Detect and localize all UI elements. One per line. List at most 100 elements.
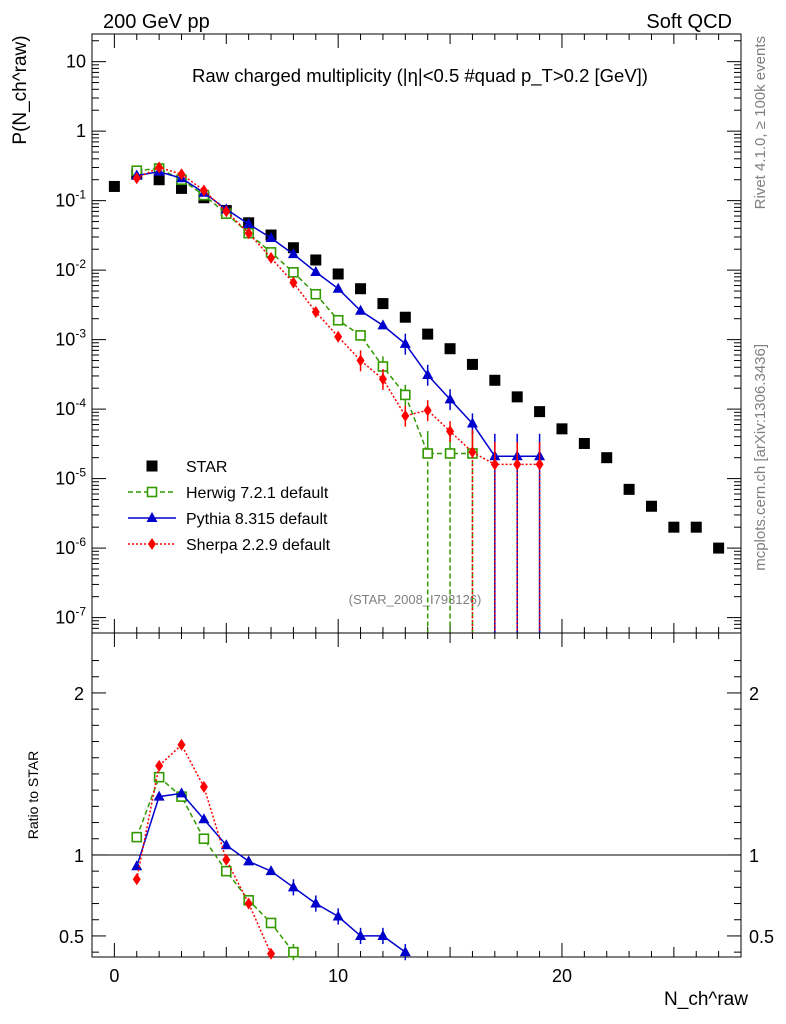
ratio-point (153, 771, 165, 783)
data-point (490, 458, 499, 471)
data-point (355, 330, 366, 341)
ratio-point (265, 865, 277, 876)
legend-marker (146, 486, 158, 498)
data-point (356, 354, 365, 367)
legend: STAR Herwig 7.2.1 default Pythia 8.315 def… (128, 459, 331, 554)
data-point (446, 425, 455, 438)
ratio-point (243, 855, 255, 866)
rivet-version-label: Rivet 4.1.0, ≥ 100k events (752, 36, 769, 209)
ratio-point (131, 831, 143, 843)
x-tick-label: 0 (109, 966, 119, 986)
data-point (690, 521, 702, 533)
ratio-point (267, 947, 276, 960)
y-tick-label: 10-2 (55, 257, 86, 280)
data-point (645, 500, 657, 512)
data-point (332, 314, 344, 326)
ratio-y-tick-label: 1 (74, 846, 84, 866)
data-point (332, 282, 344, 293)
data-point (289, 276, 298, 289)
ratio-point (377, 929, 389, 940)
data-point (422, 328, 434, 340)
ratio-point (399, 946, 411, 957)
data-point (422, 448, 433, 459)
ratio-line (136, 743, 272, 955)
legend-label: STAR (186, 459, 227, 476)
ratio-y-tick-label-right: 1 (749, 846, 759, 866)
data-point (466, 358, 478, 370)
data-point (444, 343, 456, 355)
data-point (177, 168, 186, 181)
data-point (267, 251, 276, 264)
series-pythia (131, 165, 546, 633)
data-point (444, 448, 456, 459)
y-tick-label: 10-3 (55, 327, 86, 350)
data-point (288, 267, 299, 278)
series-sherpa (132, 161, 544, 633)
ratio-point (153, 790, 165, 801)
ratio-point (131, 860, 143, 871)
legend-marker (146, 512, 158, 522)
data-point (511, 391, 523, 403)
data-point (489, 374, 501, 386)
data-point (199, 184, 208, 197)
ratio-y-tick-label-right: 0.5 (749, 927, 774, 947)
header-category-label: Soft QCD (646, 11, 732, 33)
main-series-group (108, 161, 725, 633)
legend-marker (148, 538, 156, 550)
data-point (265, 231, 277, 242)
ratio-point (332, 910, 344, 921)
data-point (444, 393, 456, 404)
data-point (556, 423, 568, 435)
ratio-point (155, 759, 164, 772)
ratio-point (198, 813, 210, 824)
main-chart-title: Raw charged multiplicity (|η|<0.5 #quad … (192, 65, 648, 87)
data-point (713, 542, 725, 554)
ratio-point (355, 929, 367, 940)
y-axis-label: P(N_ch^raw) (10, 35, 31, 144)
data-point (668, 521, 680, 533)
data-point (244, 227, 253, 240)
y-tick-label: 1 (76, 121, 86, 141)
data-point (310, 288, 322, 300)
ratio-point (132, 873, 141, 886)
data-point (153, 174, 165, 186)
data-point (222, 205, 231, 218)
ratio-point (220, 865, 232, 877)
series-herwig (131, 163, 478, 633)
data-point (355, 283, 367, 295)
ratio-series-group (131, 738, 411, 961)
ratio-panel (91, 632, 742, 958)
data-point (399, 337, 411, 348)
y-tick-label: 10-4 (55, 396, 86, 419)
data-point (378, 373, 387, 386)
y-tick-label: 10 (66, 52, 86, 72)
ratio-point (244, 897, 253, 910)
ratio-panel-frame (91, 632, 742, 958)
data-point (423, 404, 432, 417)
data-point (377, 319, 389, 330)
mcplots-credit-label: mcplots.cern.ch [arXiv:1306.3436] (752, 344, 769, 571)
data-point (334, 330, 343, 343)
ratio-point (288, 946, 299, 958)
data-point (601, 452, 613, 464)
legend-label: Pythia 8.315 default (186, 511, 328, 528)
data-point (287, 248, 299, 259)
ratio-point (222, 853, 231, 866)
ratio-y-axis-label: Ratio to STAR (25, 751, 41, 839)
x-tick-label: 20 (552, 966, 572, 986)
y-tick-label: 10-5 (55, 466, 86, 489)
data-point (468, 446, 477, 459)
ratio-y-tick-label: 0.5 (59, 927, 84, 947)
data-point (535, 458, 544, 471)
ratio-point (310, 897, 322, 908)
data-point (399, 311, 411, 323)
header-energy-label: 200 GeV pp (103, 11, 210, 33)
legend-marker (146, 460, 158, 472)
data-point (332, 268, 344, 280)
ratio-y-tick-label: 2 (74, 684, 84, 704)
ratio-point (199, 780, 208, 793)
y-tick-label: 10-1 (55, 188, 86, 211)
data-point (534, 406, 546, 418)
ratio-series-sherpa (132, 738, 276, 960)
